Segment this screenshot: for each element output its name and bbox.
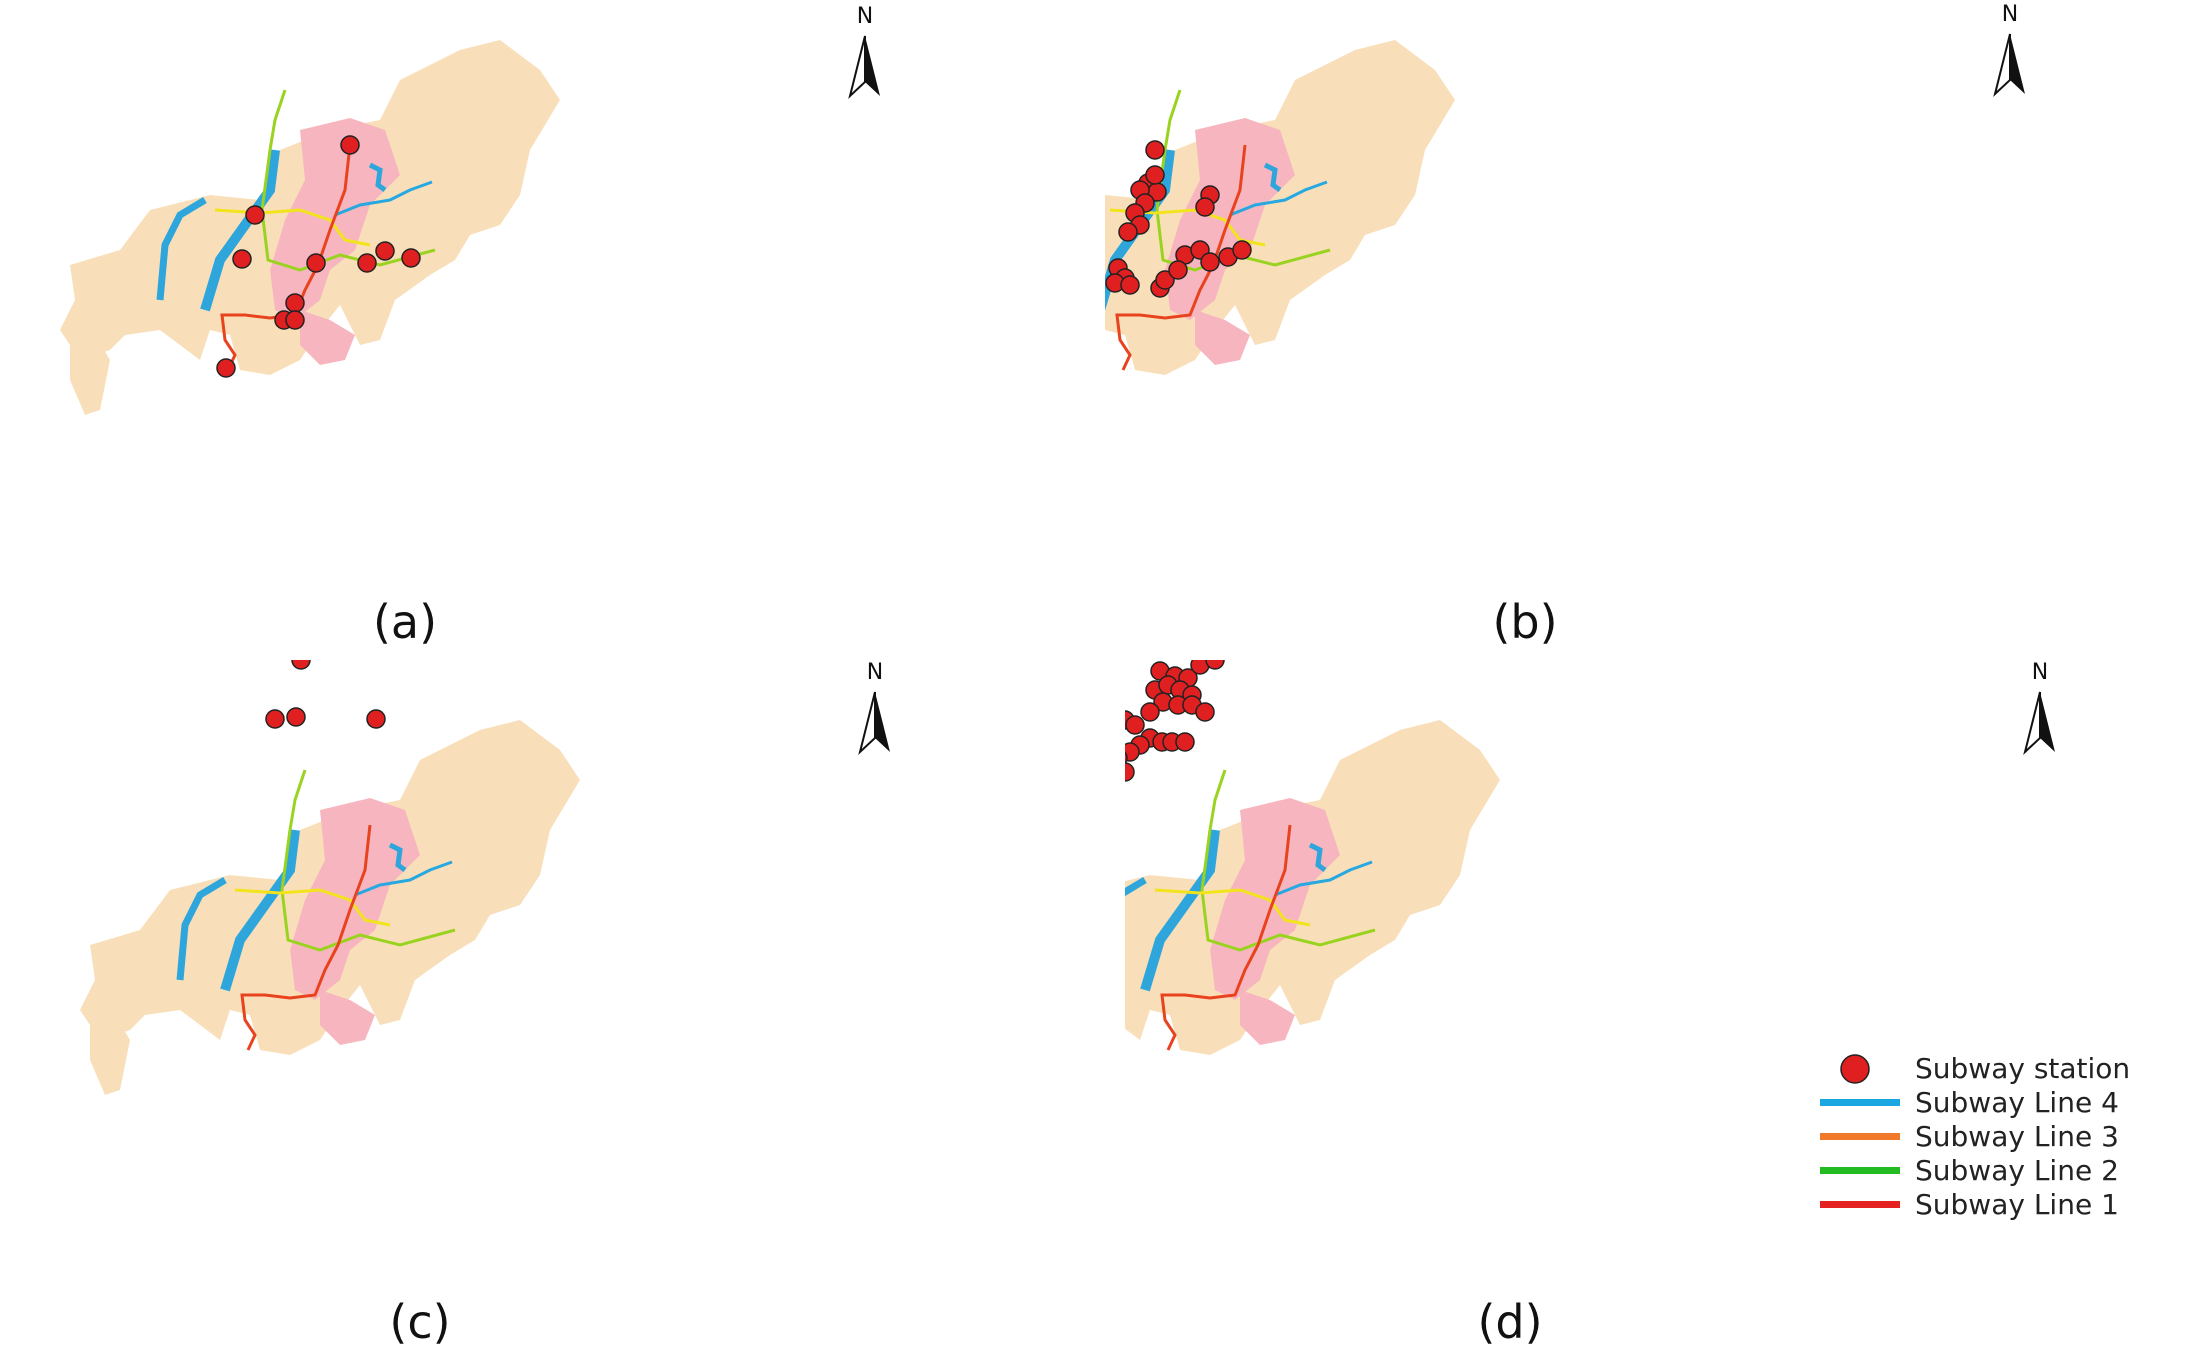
base-map: [1125, 720, 1500, 1055]
north-label: N: [856, 4, 874, 29]
subway-station-marker: [245, 205, 265, 225]
subway-station-marker: [1125, 762, 1135, 782]
panel-caption: (b): [1492, 595, 1558, 649]
subway-station-marker: [1175, 732, 1195, 752]
map-panel-a: (a) N: [0, 0, 1100, 680]
panel-caption: (d): [1477, 1295, 1543, 1349]
subway-station-marker: [1125, 751, 1128, 765]
legend-label: Subway Line 4: [1915, 1086, 2119, 1119]
north-label: N: [866, 660, 884, 685]
subway-station-marker: [232, 249, 252, 269]
map-legend: Subway station Subway Line 4 Subway Line…: [1820, 1052, 2200, 1222]
subway-station-marker: [285, 293, 305, 313]
subway-station-marker: [1168, 260, 1188, 280]
station-symbol-icon: [1840, 1054, 1870, 1084]
subway-station-marker: [1195, 197, 1215, 217]
north-arrow-icon: [2023, 691, 2055, 756]
base-map: [80, 720, 580, 1095]
subway-station-marker: [291, 660, 311, 670]
panel-caption: (a): [372, 595, 438, 649]
north-arrow: N: [850, 660, 900, 770]
map-canvas: [1125, 660, 1500, 1055]
north-label: N: [2031, 660, 2049, 685]
panel-caption: (c): [389, 1295, 451, 1349]
subway-station-marker: [1120, 275, 1140, 295]
line1-swatch-icon: [1820, 1201, 1900, 1208]
subway-station-marker: [366, 709, 386, 729]
line2-swatch-icon: [1820, 1167, 1900, 1174]
legend-item-line1: Subway Line 1: [1820, 1188, 2200, 1222]
map-canvas: [80, 660, 580, 1095]
subway-station-marker: [1205, 660, 1225, 670]
subway-station-marker: [216, 358, 236, 378]
subway-station-marker: [401, 248, 421, 268]
north-arrow-icon: [848, 35, 880, 100]
subway-station-marker: [1118, 222, 1138, 242]
subway-station-marker: [286, 707, 306, 727]
map-canvas: [1105, 40, 1455, 375]
north-label: N: [2001, 2, 2019, 27]
legend-label: Subway Line 3: [1915, 1120, 2119, 1153]
subway-station-marker: [1200, 252, 1220, 272]
map-panel-d: (d) N: [1125, 660, 2205, 1349]
legend-item-line3: Subway Line 3: [1820, 1120, 2200, 1154]
subway-station-marker: [1195, 702, 1215, 722]
north-arrow: N: [1985, 2, 2035, 112]
subway-station-marker: [1155, 270, 1175, 290]
subway-station-marker: [357, 253, 377, 273]
north-arrow-icon: [1993, 33, 2025, 98]
subway-station-marker: [265, 709, 285, 729]
legend-item-station: Subway station: [1820, 1052, 2200, 1086]
legend-label: Subway Line 2: [1915, 1154, 2119, 1187]
subway-station-marker: [340, 135, 360, 155]
subway-station-marker: [1232, 240, 1252, 260]
legend-label: Subway Line 1: [1915, 1188, 2119, 1221]
north-arrow: N: [840, 4, 890, 114]
subway-station-marker: [1145, 140, 1165, 160]
subway-station-marker: [1125, 742, 1140, 762]
map-panel-c: (c) N: [20, 660, 1120, 1349]
north-arrow: N: [2015, 660, 2065, 770]
base-map: [1105, 40, 1455, 375]
subway-station-marker: [306, 253, 326, 273]
subway-station-marker: [1145, 165, 1165, 185]
north-arrow-icon: [858, 691, 890, 756]
subway-station-marker: [285, 310, 305, 330]
line3-swatch-icon: [1820, 1133, 1900, 1140]
map-canvas: [60, 40, 560, 415]
base-map: [60, 40, 560, 415]
map-panel-b: (b) N: [1105, 0, 2205, 680]
subway-station-marker: [1125, 715, 1145, 735]
legend-item-line2: Subway Line 2: [1820, 1154, 2200, 1188]
subway-station-marker: [375, 241, 395, 261]
subway-station-marker: [1140, 702, 1160, 722]
line4-swatch-icon: [1820, 1099, 1900, 1106]
legend-item-line4: Subway Line 4: [1820, 1086, 2200, 1120]
legend-label: Subway station: [1915, 1052, 2131, 1085]
